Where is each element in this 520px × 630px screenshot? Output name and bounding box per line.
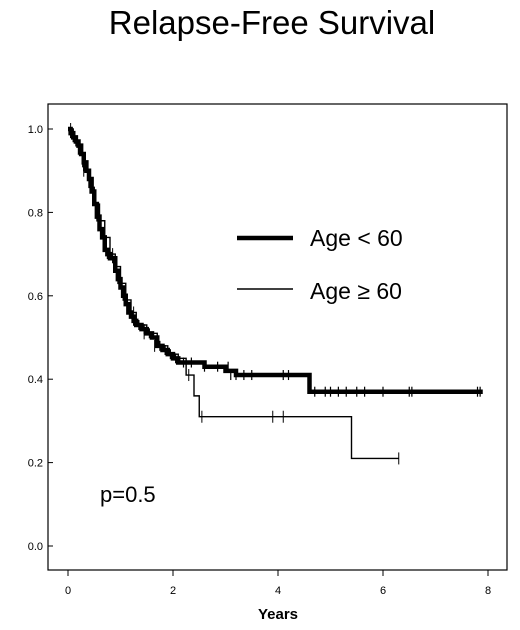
y-tick-label: 1.0 — [28, 124, 43, 136]
x-tick-label: 8 — [485, 585, 491, 597]
y-tick-label: 0.2 — [28, 458, 43, 470]
series-age-60-plus — [68, 123, 400, 465]
legend-label-age-60-plus: Age ≥ 60 — [310, 278, 402, 304]
chart-title: Relapse-Free Survival — [109, 4, 435, 41]
series-line-age-under-60 — [68, 126, 483, 394]
series-line-age-60-plus — [68, 128, 399, 460]
p-value-annotation: p=0.5 — [100, 482, 156, 507]
legend: Age < 60 Age ≥ 60 — [237, 225, 403, 304]
x-tick-label: 4 — [275, 585, 281, 597]
y-tick-label: 0.0 — [28, 541, 43, 553]
x-tick-label: 6 — [380, 585, 386, 597]
y-axis: 0.0 0.2 0.4 0.6 0.8 1.0 — [28, 124, 53, 553]
x-tick-label: 0 — [65, 585, 71, 597]
y-tick-label: 0.8 — [28, 207, 43, 219]
series-age-under-60 — [68, 126, 483, 397]
x-tick-label: 2 — [170, 585, 176, 597]
y-tick-label: 0.6 — [28, 291, 43, 303]
x-axis-title: Years — [258, 606, 298, 623]
y-tick-label: 0.4 — [28, 374, 43, 386]
legend-label-age-under-60: Age < 60 — [310, 225, 403, 251]
series-layer — [68, 123, 483, 465]
x-axis: 0 2 4 6 8 — [65, 570, 491, 597]
